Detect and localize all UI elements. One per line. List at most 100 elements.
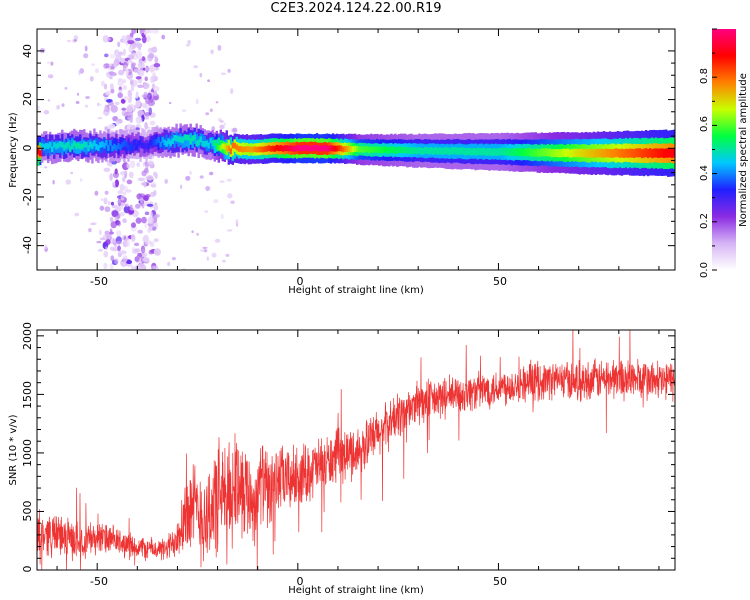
spectrogram-noise-blob (114, 215, 119, 221)
spectrogram-ridge-cell (231, 142, 234, 149)
spectrogram-noise-blob (143, 196, 149, 201)
spectrogram-ridge-cell (123, 140, 126, 146)
spectrogram-noise-blob (110, 255, 115, 262)
spectrogram-ridge-cell (576, 148, 580, 158)
spectrogram-ridge-cell (658, 148, 662, 158)
snr-ytick-label: 0 (21, 566, 34, 573)
spectrogram-noise-blob (137, 229, 143, 234)
spectrogram-noise-blob (97, 117, 103, 120)
spectrogram-ridge-cell (528, 148, 531, 156)
spectrogram-ridge-cell (245, 146, 249, 153)
spectrogram-ridge-cell (239, 146, 242, 152)
spectrogram-ridge-cell (113, 137, 116, 150)
spectrogram-noise-blob (122, 218, 127, 224)
spectrogram-ridge-cell (422, 148, 425, 155)
spectrogram-ridge-cell (665, 148, 668, 158)
spectrogram-noise-blob (232, 127, 238, 133)
spectrogram-ridge-cell (402, 146, 405, 154)
spectrogram-ridge-cell (287, 145, 291, 152)
spectrogram-noise-blob (153, 75, 158, 82)
spectrogram-noise-blob (110, 201, 115, 206)
spectrogram-ridge-cell (101, 141, 104, 147)
spectrogram-ridge-cell (538, 149, 541, 157)
spectrogram-noise-blob (130, 80, 134, 86)
spectrogram-ridge-cell (446, 147, 449, 155)
spectrogram-noise-blob (99, 229, 102, 236)
spectrogram-ridge-cell (73, 140, 76, 153)
spectrogram-noise-blob (119, 211, 125, 217)
spectrogram-noise-blob (103, 37, 111, 41)
spectrogram-ridge-cell (111, 145, 114, 152)
spectrogram-ridge-cell (360, 146, 363, 153)
snr-line (37, 330, 675, 570)
spectrogram-noise-blob (73, 39, 78, 42)
spectrogram-ridge-cell (51, 146, 54, 153)
snr-panel: -50 0 50 2000 1500 1000 500 0 Height of … (8, 322, 676, 596)
spectrogram-noise-blob (135, 42, 143, 49)
spectrogram-noise-blob (187, 39, 192, 46)
spectrogram-ridge-cell (241, 146, 244, 153)
spectrogram-ticks (37, 29, 675, 270)
spectrogram-noise-blob (118, 86, 122, 90)
spectrogram-noise-blob (118, 51, 124, 56)
spectrogram-ridge-cell (139, 139, 142, 146)
spectrogram-ridge-cell (161, 136, 164, 149)
spectrogram-noise-blob (134, 242, 140, 247)
spectrogram-ridge-cell (331, 145, 335, 152)
snr-xtick-label: 0 (297, 575, 304, 588)
spectrogram-ridge-cell (147, 143, 150, 150)
spectrogram-ridge-cell (155, 138, 158, 145)
spectrogram-noise-blob (142, 82, 149, 90)
spectrogram-ridge-cell (606, 148, 610, 158)
spectrogram-noise-blob (83, 53, 89, 59)
spectrogram-ridge-cell (663, 148, 666, 158)
spectrogram-noise-blob (144, 66, 151, 72)
spectrogram-ridge-cell (141, 136, 144, 149)
spectrogram-noise-blob (144, 211, 150, 216)
spectrogram-noise-blob (141, 203, 145, 209)
colorbar: 0.0 0.2 0.4 0.6 0.8 Normalized spectral … (699, 28, 749, 278)
spectrogram-y-axis-label: Frequency (Hz) (8, 112, 19, 188)
spectrogram-ridge-cell (396, 147, 399, 154)
spectrogram-ridge-cell (109, 140, 112, 153)
spectrogram-noise-blob (78, 69, 81, 76)
spectrogram-ridge-cell (392, 146, 395, 153)
spectrogram-ridge-cell (151, 139, 154, 146)
spectrogram-noise-blob (44, 244, 48, 250)
spectrogram-ridge-cell (201, 141, 204, 147)
spectrogram-noise-blob (152, 226, 157, 231)
spectrogram-noise-blob (135, 217, 142, 224)
spectrogram-noise-blob (153, 62, 161, 68)
spectrogram-ridge-cell (45, 142, 48, 149)
spectrogram-noise-blob (84, 104, 89, 108)
spectrogram-noise-blob (172, 257, 176, 261)
spectrogram-noise-blob (110, 105, 118, 113)
spectrogram-ridge-cell (556, 149, 559, 158)
spectrogram-ridge-cell (255, 146, 259, 153)
spectrogram-ridge-cell (87, 145, 90, 151)
spectrogram-ridge-cell (372, 146, 375, 153)
spectrogram-noise-blob (128, 171, 134, 179)
spectrogram-noise-blob (109, 246, 115, 251)
spectrogram-noise-blob (138, 262, 145, 269)
spectrogram-noise-blob (131, 265, 135, 270)
spectrogram-noise-blob (98, 248, 103, 252)
spectrogram-ridge-cell (73, 140, 76, 147)
spectrogram-ridge-cell (669, 148, 672, 158)
spectrogram-noise-blob (210, 49, 214, 55)
spectrogram-noise-blob (43, 110, 50, 115)
spectrogram-ridge-cell (436, 147, 439, 155)
spectrogram-noise-blob (47, 74, 54, 79)
spectrogram-ridge-cell (243, 146, 246, 153)
spectrogram-noise-blob (132, 249, 139, 255)
spectrogram-noise-blob (73, 35, 79, 40)
spectrogram-ridge-cell (119, 144, 122, 151)
spectrogram-ridge-cell (460, 147, 463, 155)
spectrogram-noise-blob (96, 240, 102, 244)
spectrogram-ridge-cell (269, 145, 273, 152)
spectrogram-noise-blob (115, 55, 122, 63)
spectrogram-ridge-cell (598, 148, 602, 158)
spectrogram-noise-blob (223, 122, 226, 126)
spectrogram-noise-blob (131, 52, 137, 56)
spectrogram-ridge-cell (552, 149, 555, 158)
